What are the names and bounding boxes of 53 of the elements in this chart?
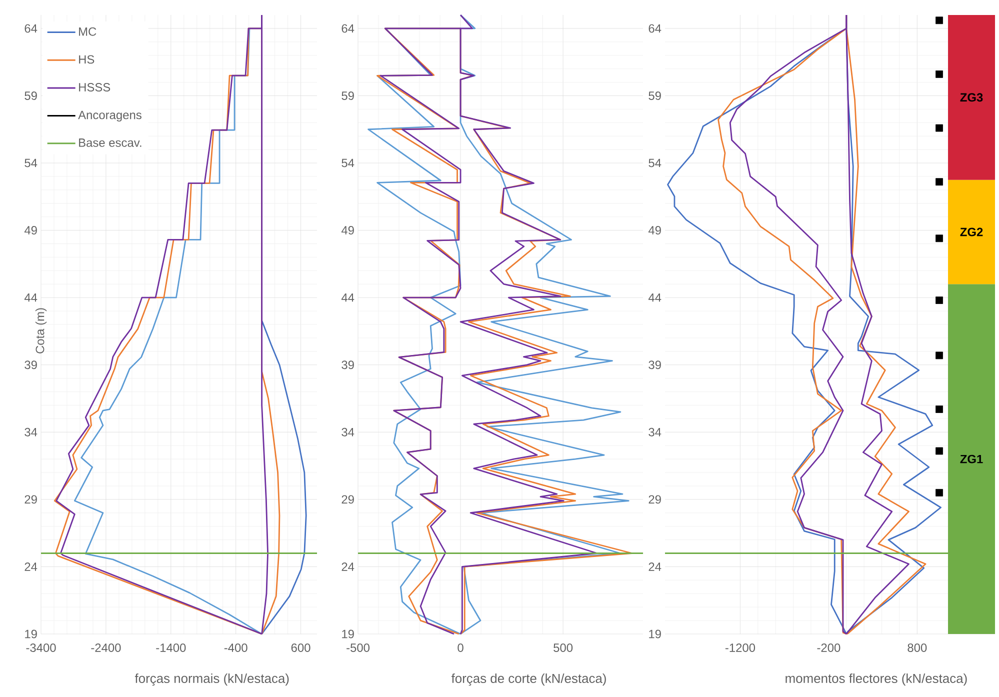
y-tick-label: 19 [25, 630, 37, 638]
y-tick-label: 34 [342, 428, 354, 436]
x-tick-label: -200 [817, 644, 840, 652]
y-tick-label: 24 [648, 562, 662, 571]
x-tick-label: 0 [458, 644, 464, 652]
y-tick-label: 29 [24, 495, 37, 504]
x-tick-label: -500 [346, 644, 370, 652]
text: Ancoragens [78, 110, 142, 122]
y-tick-label: 39 [342, 360, 354, 370]
y-tick-label: 24 [24, 562, 38, 571]
y-tick-label: 34 [648, 428, 662, 436]
y-tick-label: 29 [342, 495, 354, 504]
x-tick-label: -3400 [26, 644, 56, 652]
y-tick-label: 64 [342, 24, 354, 33]
y-tick-label: 54 [24, 158, 38, 168]
y-tick-label: 34 [24, 428, 38, 436]
x-axis-title: forças de corte (kN/estaca) [451, 674, 606, 686]
y-tick-label: 29 [648, 495, 661, 504]
y-axis-title: Cota (m) [35, 308, 47, 354]
legend-label: HSSS [79, 83, 110, 92]
x-tick-label: -2400 [91, 644, 121, 652]
band-label: ZG2 [960, 228, 983, 236]
x-tick-label: 500 [554, 644, 573, 652]
x-axis-title: forças normais (kN/estaca) [134, 674, 289, 686]
x-axis-title: momentos flectores (kN/estaca) [786, 674, 967, 686]
legend-label: MC [79, 27, 96, 36]
y-tick-label: 44 [341, 293, 354, 302]
y-tick-label: 49 [24, 226, 37, 235]
y-tick-label: 44 [24, 293, 38, 302]
y-tick-label: 59 [648, 91, 661, 100]
x-tick-label: -400 [224, 644, 248, 652]
legend-label: HS [79, 55, 94, 64]
y-tick-label: 39 [648, 360, 661, 370]
band-label: ZG3 [960, 93, 983, 102]
x-tick-label: 600 [291, 644, 310, 652]
y-tick-label: 24 [342, 562, 354, 571]
y-tick-label: 19 [649, 630, 661, 638]
y-tick-label: 44 [648, 293, 662, 302]
y-tick-label: 54 [648, 158, 662, 168]
x-tick-label: -1400 [156, 644, 186, 652]
y-tick-label: 59 [342, 91, 354, 100]
y-tick-label: 64 [648, 24, 662, 33]
y-tick-label: 59 [24, 91, 37, 100]
x-tick-label: -1200 [725, 644, 756, 652]
y-tick-label: 39 [24, 360, 37, 370]
band-label: ZG1 [960, 454, 983, 464]
y-tick-label: 49 [648, 226, 661, 235]
y-tick-label: 49 [341, 226, 354, 235]
legend-label: Base escav. [79, 138, 142, 147]
y-tick-label: 64 [24, 24, 38, 33]
x-tick-label: 800 [908, 644, 927, 652]
y-tick-label: 54 [342, 158, 354, 168]
y-tick-label: 19 [342, 630, 354, 638]
